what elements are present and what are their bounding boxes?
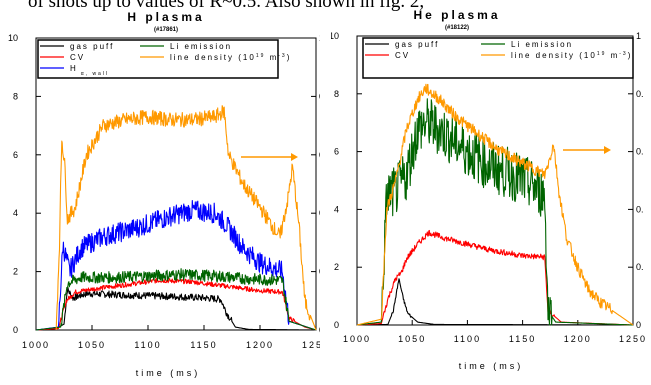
legend-label: Hα, wall xyxy=(70,64,109,77)
series-line-li-emission xyxy=(356,98,634,326)
x-tick-label: 1200 xyxy=(564,334,592,344)
chart-title: H plasma xyxy=(127,10,204,24)
legend-label: gas puff xyxy=(395,40,439,49)
legend-label: Li emission xyxy=(511,40,573,49)
x-tick-label: 1100 xyxy=(454,334,481,344)
chart-h-plasma: H plasma (#17861) time (ms) 0 2 4 6 8 10 0 0.2 0… xyxy=(8,10,320,378)
y-tick-label: 10 xyxy=(8,33,18,43)
y-tick-label: 8 xyxy=(334,89,339,99)
plot-frame xyxy=(35,37,317,331)
x-tick-label: 1200 xyxy=(246,340,274,350)
legend-label: line density (1019 m-3) xyxy=(170,53,291,62)
legend-label: CV xyxy=(395,51,410,60)
y2-tick-label: 0. xyxy=(636,147,644,157)
y-tick-label: 2 xyxy=(334,262,339,272)
legend-label: gas puff xyxy=(70,42,114,51)
chart-subtitle: (#18122) xyxy=(445,25,469,31)
y2-tick-label: 0.4 xyxy=(319,208,320,218)
x-tick-label: 1100 xyxy=(134,340,161,350)
series-line-line-density xyxy=(356,83,634,326)
y-tick-label: 2 xyxy=(13,267,18,277)
chart-title: He plasma xyxy=(413,8,500,22)
y2-tick-label: 0. xyxy=(636,204,644,214)
series-line-gas-puff xyxy=(35,286,317,331)
legend-label: line density (1019 m-3) xyxy=(511,51,632,60)
y2-tick-label: 0.8 xyxy=(319,91,320,101)
y2-tick-label: 1 xyxy=(319,33,320,43)
legend-label: CV xyxy=(70,53,85,62)
x-tick-label: 1050 xyxy=(78,340,106,350)
chart-he-plasma: He plasma (#18122) time (ms) 0 2 4 6 8 10 0 0. 0… xyxy=(331,8,647,371)
series-line-gas-puff xyxy=(356,278,634,326)
x-tick-label: 1150 xyxy=(509,334,536,344)
y2-tick-label: 1 xyxy=(636,31,641,41)
y2-tick-label: 0. xyxy=(636,89,644,99)
x-tick-label: 1250 xyxy=(302,340,320,350)
y-tick-label: 0 xyxy=(13,325,18,335)
series-line-li-emission xyxy=(35,268,317,331)
y2-tick-label: 0.6 xyxy=(319,150,320,160)
series-line-cv xyxy=(35,277,317,331)
y-tick-label: 4 xyxy=(13,208,18,218)
legend: gas puff CV Li emission line density (1019 … xyxy=(362,37,634,79)
x-tick-label: 1000 xyxy=(22,340,50,350)
y-tick-label: 10 xyxy=(331,31,339,41)
y-tick-label: 6 xyxy=(13,150,18,160)
legend-box xyxy=(362,37,634,79)
y-tick-label: 8 xyxy=(13,91,18,101)
y2-tick-label: 0. xyxy=(636,262,644,272)
y2-tick-label: 0.2 xyxy=(319,267,320,277)
legend-label: Li emission xyxy=(170,42,232,51)
series-line-line-density xyxy=(55,105,317,331)
x-axis-label: time (ms) xyxy=(459,361,524,371)
y2-tick-label: 0 xyxy=(319,325,320,335)
x-tick-label: 1150 xyxy=(190,340,217,350)
arrow-head xyxy=(291,153,298,161)
page-header-text: of shots up to values of R~0.5. Also sho… xyxy=(0,0,651,13)
series-line-cv xyxy=(356,229,634,326)
arrow-head xyxy=(604,146,611,154)
y-tick-label: 6 xyxy=(334,147,339,157)
x-axis-label: time (ms) xyxy=(136,368,201,378)
x-tick-label: 1250 xyxy=(619,334,647,344)
page-header-line: of shots up to values of R~0.5. Also sho… xyxy=(28,0,425,12)
series-line-h-wall xyxy=(35,199,317,331)
x-tick-label: 1000 xyxy=(343,334,371,344)
y2-tick-label: 0 xyxy=(636,320,641,330)
x-tick-label: 1050 xyxy=(398,334,426,344)
y-tick-label: 4 xyxy=(334,204,339,214)
chart-subtitle: (#17861) xyxy=(154,27,178,33)
y-tick-label: 0 xyxy=(334,320,339,330)
legend: gas puff CV Hα, wall Li emission line densit… xyxy=(37,39,291,79)
